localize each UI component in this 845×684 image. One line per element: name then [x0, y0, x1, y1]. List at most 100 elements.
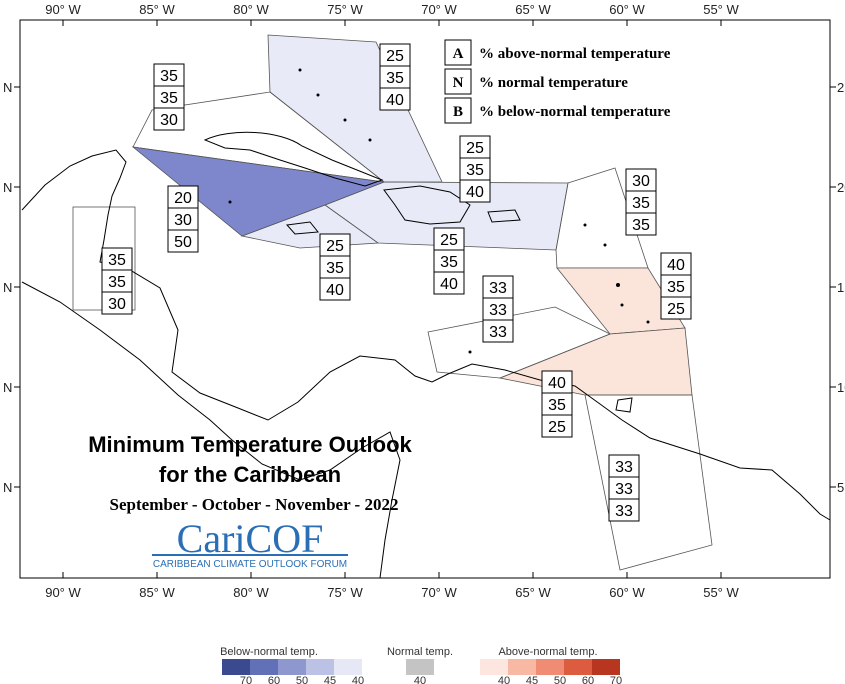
probability-value: 33: [489, 280, 507, 297]
probability-value: 35: [326, 260, 344, 277]
x-axis-label: 75° W: [327, 2, 363, 17]
colorbar-tick: 70: [240, 675, 252, 684]
probability-value: 33: [615, 503, 633, 520]
colorbar-swatch: [564, 659, 592, 675]
probability-box: [319, 277, 351, 301]
islands: [228, 68, 650, 354]
x-axis-label: 65° W: [515, 585, 551, 600]
y-axis-label: N: [3, 380, 12, 395]
key-box: [444, 39, 472, 66]
key-letter: A: [453, 46, 464, 62]
island: [603, 243, 607, 247]
x-axis-label: 70° W: [421, 585, 457, 600]
probability-value: 35: [108, 252, 126, 269]
key-box: [444, 97, 472, 124]
colorbar-tick: 70: [610, 675, 622, 684]
probability-value: 35: [440, 254, 458, 271]
island: [583, 223, 587, 227]
key-letter: N: [453, 75, 464, 91]
y-axis-label: 25: [837, 80, 845, 95]
probability-value: 40: [667, 257, 685, 274]
probability-value: 25: [326, 238, 344, 255]
x-axis-label: 85° W: [139, 2, 175, 17]
probability-value: 30: [160, 112, 178, 129]
probability-value: 25: [386, 48, 404, 65]
probability-value: 40: [440, 276, 458, 293]
y-axis-label: 5°: [837, 480, 845, 495]
x-axis-label: 80° W: [233, 2, 269, 17]
probability-box: [541, 414, 573, 438]
probability-value: 35: [108, 274, 126, 291]
probability-value: 35: [667, 279, 685, 296]
colorbar-swatch: [592, 659, 620, 675]
colorbar-tick: 45: [324, 675, 336, 684]
probability-value: 35: [632, 217, 650, 234]
probability-value: 30: [108, 296, 126, 313]
y-axis-label: 20: [837, 180, 845, 195]
island-jamaica: [285, 221, 319, 235]
probability-box: [608, 498, 640, 522]
probability-value: 35: [160, 68, 178, 85]
x-axis-label: 60° W: [609, 585, 645, 600]
region-shape: [584, 394, 713, 571]
colorbar-swatch: [334, 659, 362, 675]
colorbar-tick: 45: [526, 675, 538, 684]
island: [616, 283, 620, 287]
island: [316, 93, 320, 97]
key-text: % below-normal temperature: [479, 104, 671, 120]
colorbar-swatch: [250, 659, 278, 675]
colorbar-tick: 60: [582, 675, 594, 684]
colorbar-label: Below-normal temp.: [220, 646, 318, 658]
x-axis-label: 75° W: [327, 585, 363, 600]
colorbar-label: Above-normal temp.: [498, 646, 597, 658]
probability-value: 35: [386, 70, 404, 87]
probability-box: [660, 296, 692, 320]
colorbar-tick: 40: [414, 675, 426, 684]
key-letter: B: [453, 104, 463, 120]
probability-box: [625, 212, 657, 236]
colorbar-label: Normal temp.: [387, 646, 453, 658]
probability-value: 50: [174, 234, 192, 251]
island: [298, 68, 302, 72]
x-axis-label: 90° W: [45, 585, 81, 600]
x-axis-label: 55° W: [703, 585, 739, 600]
x-axis-label: 70° W: [421, 2, 457, 17]
colorbar-swatch: [480, 659, 508, 675]
key-text: % normal temperature: [479, 75, 628, 91]
probability-value: 25: [548, 419, 566, 436]
colorbar-swatch: [306, 659, 334, 675]
colorbar-swatch: [508, 659, 536, 675]
island-trinidad: [615, 397, 633, 413]
logo-subtitle: CARIBBEAN CLIMATE OUTLOOK FORUM: [153, 559, 347, 570]
x-axis-label: 90° W: [45, 2, 81, 17]
colorbar-swatch: [222, 659, 250, 675]
probability-value: 40: [466, 184, 484, 201]
probability-value: 33: [489, 324, 507, 341]
y-axis-label: N: [3, 480, 12, 495]
x-axis-label: 55° W: [703, 2, 739, 17]
colorbar-swatch: [406, 659, 434, 675]
key-text: % above-normal temperature: [479, 46, 671, 62]
title: for the Caribbean: [159, 462, 341, 487]
probability-value: 25: [667, 301, 685, 318]
y-axis-label: N: [3, 280, 12, 295]
island: [343, 118, 347, 122]
probability-value: 35: [160, 90, 178, 107]
probability-box: [167, 229, 199, 253]
probability-box: [433, 271, 465, 295]
coastline: [21, 149, 831, 521]
probability-box: [379, 87, 411, 111]
colorbar-tick: 40: [352, 675, 364, 684]
colorbar-swatch: [278, 659, 306, 675]
island: [368, 138, 372, 142]
x-axis-label: 60° W: [609, 2, 645, 17]
island: [646, 320, 650, 324]
period: September - October - November - 2022: [110, 495, 399, 514]
probability-value: 25: [440, 232, 458, 249]
colorbar-tick: 50: [296, 675, 308, 684]
x-axis-label: 85° W: [139, 585, 175, 600]
y-axis-label: N: [3, 180, 12, 195]
probability-box: [482, 319, 514, 343]
island-cuba: [203, 131, 384, 187]
